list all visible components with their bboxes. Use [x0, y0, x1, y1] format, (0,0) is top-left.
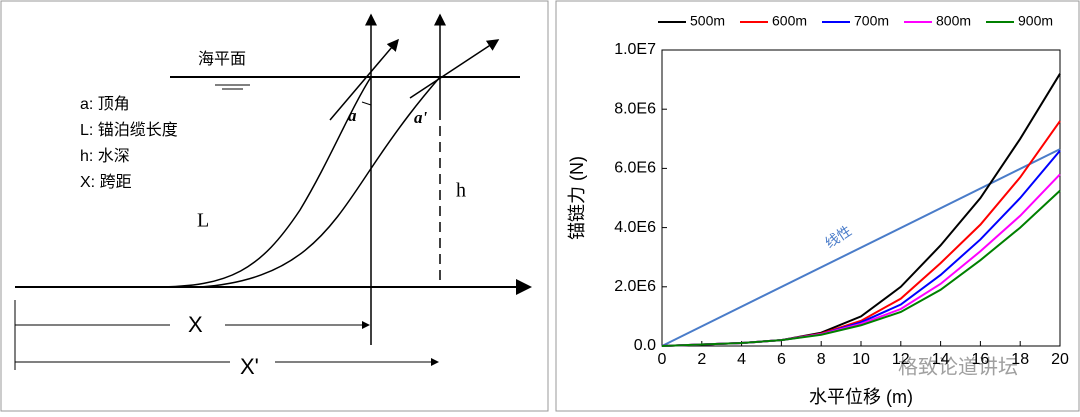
- y-tick-label: 1.0E7: [614, 41, 656, 58]
- legend-label: 900m: [1018, 13, 1053, 29]
- x-tick-label: 2: [697, 351, 706, 368]
- legend-entry: X: 跨距: [80, 173, 132, 191]
- legend-entry: h: 水深: [80, 147, 130, 165]
- watermark: 格致论道讲坛: [898, 355, 1018, 378]
- x-tick-label: 14: [932, 351, 950, 368]
- depth-label: h: [456, 180, 466, 202]
- angle-label: a: [348, 106, 357, 125]
- legend-entry: L: 锚泊缆长度: [80, 121, 178, 139]
- x-tick-label: 16: [972, 351, 990, 368]
- y-axis-title: 锚链力 (N): [567, 156, 587, 240]
- diagram-lines: [14, 13, 532, 370]
- sea-level-label: 海平面: [198, 50, 246, 68]
- x-tick-label: 18: [1011, 351, 1029, 368]
- x-tick-label: 12: [892, 351, 910, 368]
- legend-label: 500m: [690, 13, 725, 29]
- series-line: [661, 189, 1061, 347]
- y-tick-label: 0.0: [634, 337, 656, 354]
- span-label: X': [240, 354, 259, 379]
- linear-line: [661, 148, 1061, 347]
- legend-label: 700m: [854, 13, 889, 29]
- y-tick-label: 4.0E6: [614, 219, 656, 236]
- y-tick-label: 6.0E6: [614, 160, 656, 177]
- plot: 0 2 4 6 8 10 12 14 16 18 20 0.0 2.0E6 4.0E6 6.0E6 8.0E6…: [614, 13, 1069, 369]
- y-tick-label: 8.0E6: [614, 100, 656, 117]
- x-tick-label: 0: [658, 351, 667, 368]
- x-tick-label: 6: [777, 351, 786, 368]
- x-tick-label: 8: [817, 351, 826, 368]
- legend-label: 800m: [936, 13, 971, 29]
- angle-label: a': [414, 108, 428, 127]
- x-tick-label: 4: [737, 351, 746, 368]
- x-tick-label: 10: [852, 351, 870, 368]
- span-label: X: [188, 312, 203, 337]
- legend-entry: a: 顶角: [80, 95, 130, 113]
- y-tick-label: 2.0E6: [614, 278, 656, 295]
- legend-label: 600m: [772, 13, 807, 29]
- diagram-frame: [0, 0, 549, 412]
- length-label: L: [197, 210, 209, 232]
- x-axis-title: 水平位移 (m): [809, 387, 913, 407]
- x-tick-label: 20: [1051, 351, 1069, 368]
- chart-frame: [555, 0, 1080, 412]
